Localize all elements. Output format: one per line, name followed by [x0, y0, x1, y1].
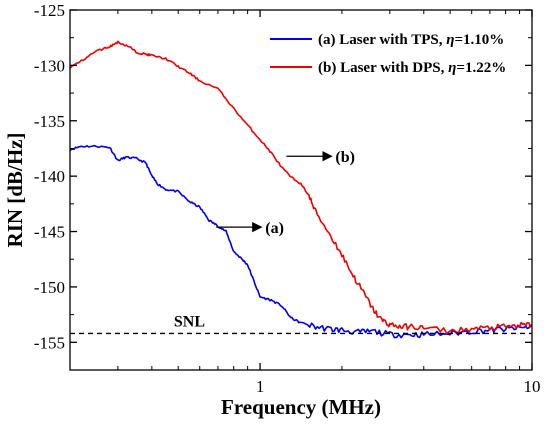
y-tick-label-5: -150 — [34, 278, 65, 297]
y-axis-label: RIN [dB/Hz] — [3, 133, 27, 248]
series-line-b — [69, 40, 533, 335]
legend: (a) Laser with TPS, η=1.10% (b) Laser wit… — [270, 32, 506, 76]
series-line-a — [69, 144, 533, 339]
axis-ticks: -125 -130 -135 -140 -145 -150 -155 1 10 — [34, 1, 541, 396]
annotation-label-1: (b) — [335, 149, 355, 166]
y-tick-label-3: -140 — [34, 167, 65, 186]
plot-frame — [69, 9, 533, 371]
y-tick-label-1: -130 — [34, 56, 65, 75]
y-tick-label-6: -155 — [34, 333, 65, 352]
legend-label-b: (b) Laser with DPS, η=1.22% — [318, 60, 506, 76]
x-tick-label-1: 10 — [524, 377, 541, 396]
y-tick-label-2: -135 — [34, 112, 65, 131]
y-tick-label-0: -125 — [34, 1, 65, 20]
legend-label-a: (a) Laser with TPS, η=1.10% — [318, 32, 504, 48]
x-tick-label-0: 1 — [256, 377, 265, 396]
annotations: (a) (b) — [216, 149, 355, 237]
y-tick-label-4: -145 — [34, 223, 65, 242]
snl-label: SNL — [174, 313, 205, 330]
annotation-label-0: (a) — [265, 220, 284, 237]
x-axis-label: Frequency (MHz) — [221, 395, 381, 419]
plot-area — [69, 40, 533, 339]
